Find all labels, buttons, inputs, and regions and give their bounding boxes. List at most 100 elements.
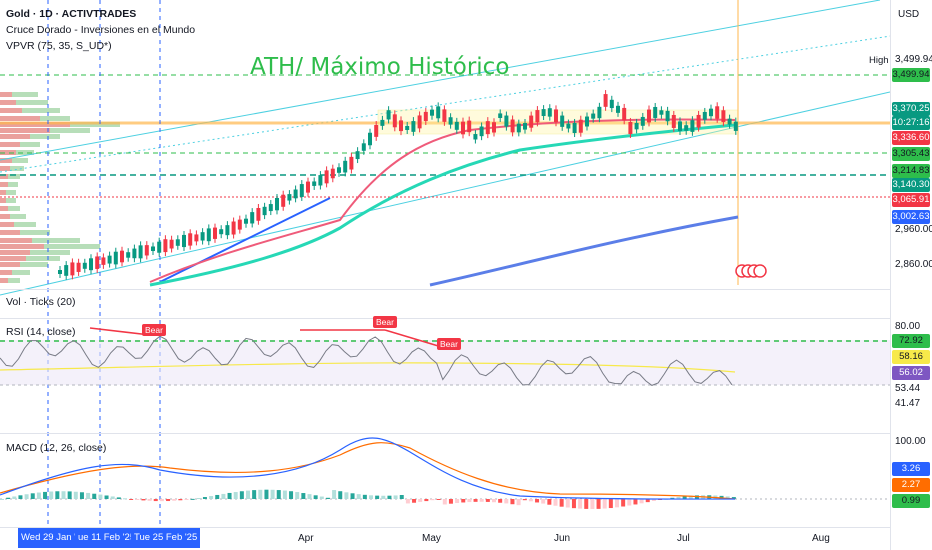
macd-bar [393, 495, 398, 499]
currency-label[interactable]: USD [898, 9, 920, 20]
candle-body [647, 109, 651, 123]
vp-bar-up [0, 92, 38, 97]
macd-bar [676, 496, 681, 499]
macd-bar [369, 495, 373, 499]
candle-body [733, 121, 738, 131]
candle-body [374, 125, 379, 137]
price-tag-ath: 3,499.94 [892, 68, 930, 82]
vp-bar-down [0, 238, 32, 243]
candle-body [250, 212, 255, 224]
macd-bar [172, 499, 177, 501]
time-axis-border [0, 527, 932, 528]
vp-bar-down [0, 256, 26, 261]
macd-bar [49, 491, 54, 499]
rsi-axis-label: 80.00 [895, 321, 921, 332]
candle-body [628, 121, 633, 135]
candle-body [591, 113, 596, 119]
candle-body [603, 94, 608, 107]
pane-divider[interactable] [0, 433, 890, 434]
candle-body [535, 110, 540, 123]
symbol-title[interactable]: Gold · 1D · ACTIVTRADES [6, 8, 137, 20]
macd-bar [436, 499, 441, 500]
macd-bar [645, 499, 650, 503]
candle-body [560, 115, 565, 127]
candle-body [616, 105, 620, 113]
vp-bar-down [0, 92, 12, 97]
vp-bar-down [0, 150, 16, 155]
candle-body [281, 194, 286, 207]
vp-bar-up [0, 182, 18, 187]
macd-bar [442, 499, 447, 505]
macd-bar [0, 499, 4, 500]
macd-bar [79, 492, 84, 499]
ath-annotation[interactable]: ATH/ Máximo Histórico [250, 54, 510, 80]
macd-bar [67, 491, 72, 499]
candle-body [70, 262, 75, 276]
macd-bar [276, 490, 281, 499]
candle-body [479, 126, 484, 137]
bear-divergence-label: Bear [437, 338, 461, 350]
candle-body [188, 233, 193, 246]
macd-bar [565, 499, 570, 508]
macd-bar [479, 499, 484, 502]
vp-bar-down [0, 262, 20, 267]
pane-divider[interactable] [0, 318, 890, 319]
macd-bar [467, 499, 472, 503]
candle-body [324, 170, 329, 184]
macd-title[interactable]: MACD (12, 26, close) [6, 442, 107, 454]
candle-body [293, 189, 298, 199]
vp-bar-up [0, 256, 60, 261]
macd-bar [725, 496, 730, 499]
price-axis[interactable] [890, 0, 932, 550]
candle-body [175, 239, 180, 246]
candle-body [237, 219, 242, 230]
macd-bar [590, 499, 595, 509]
vp-bar-up [0, 158, 28, 163]
macd-bar [264, 489, 269, 499]
macd-bar [682, 496, 687, 499]
indicator-vpvr[interactable]: VPVR (75, 35, S_UD*) [6, 40, 112, 52]
rsi-tag: 72.92 [892, 334, 930, 348]
rsi-title[interactable]: RSI (14, close) [6, 326, 76, 338]
candle-body [380, 119, 385, 126]
vp-bar-up [0, 166, 24, 171]
time-tag: Wed 29 Jan '25 [18, 528, 90, 548]
candle-body [312, 181, 317, 186]
vp-bar-down [0, 278, 8, 283]
candle-body [640, 116, 645, 126]
candle-body [244, 218, 248, 224]
ma-fast [149, 118, 736, 283]
candle-body [510, 119, 515, 133]
vp-bar-up [0, 222, 36, 227]
macd-bar [381, 495, 386, 499]
macd-signal [0, 442, 736, 500]
candle-body [541, 109, 546, 117]
candle-body [678, 121, 682, 131]
candle-body [727, 118, 732, 125]
vp-bar-down [0, 108, 22, 113]
macd-bar [522, 499, 527, 501]
macd-bar [504, 499, 509, 504]
vp-bar-down [0, 206, 8, 211]
vol-title[interactable]: Vol · Ticks (20) [6, 296, 76, 308]
candle-body [653, 106, 658, 118]
vp-bar-down [0, 182, 8, 187]
macd-bar [246, 490, 250, 499]
price-tag-level: 3,305.43 [892, 147, 930, 161]
rsi-axis-label: 41.47 [895, 398, 921, 409]
candle-body [349, 156, 354, 170]
time-tag: Tue 25 Feb '25 [131, 528, 201, 548]
candle-body [467, 120, 472, 133]
indicator-golden-cross[interactable]: Cruce Dorado - Inversiones en el Mundo [6, 24, 196, 36]
pane-divider[interactable] [0, 289, 890, 290]
macd-bar [209, 496, 214, 499]
candle-body [417, 115, 422, 129]
macd-bar [731, 497, 736, 499]
vp-bar-up [0, 108, 60, 113]
macd-bar [110, 496, 115, 499]
macd-bar [498, 499, 503, 503]
vp-bar-down [0, 134, 30, 139]
candle-body [448, 117, 453, 125]
macd-bar [282, 490, 287, 499]
